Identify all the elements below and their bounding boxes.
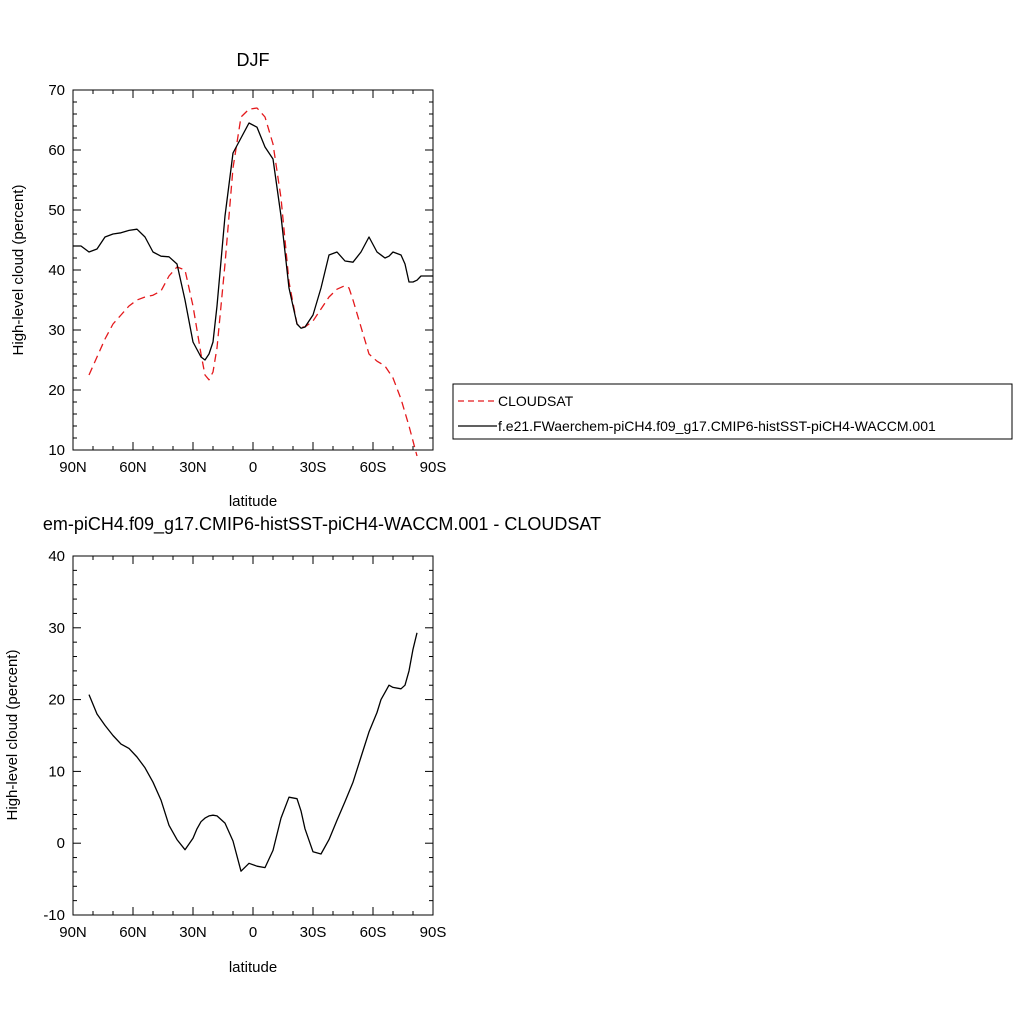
x-tick-label: 90S — [420, 924, 447, 941]
plot-frame — [72, 555, 434, 916]
y-tick-label: 20 — [48, 692, 65, 709]
y-tick-label: -10 — [43, 907, 65, 924]
y-tick-label: 30 — [48, 620, 65, 637]
legend-label-model: f.e21.FWaerchem-piCH4.f09_g17.CMIP6-hist… — [498, 418, 936, 434]
x-tick-label: 60S — [360, 459, 387, 476]
x-tick-label: 60N — [119, 924, 147, 941]
y-tick-label: 20 — [48, 382, 65, 399]
y-tick-label: 30 — [48, 322, 65, 339]
y-tick-label: 0 — [57, 835, 65, 852]
x-tick-label: 30N — [179, 459, 207, 476]
legend-box — [452, 383, 1013, 440]
y-tick-label: 50 — [48, 202, 65, 219]
x-axis-label: latitude — [229, 493, 277, 510]
x-tick-label: 90S — [420, 459, 447, 476]
y-tick-label: 70 — [48, 82, 65, 99]
x-axis-label: latitude — [229, 959, 277, 976]
y-tick-label: 40 — [48, 548, 65, 565]
legend-label-cloudsat: CLOUDSAT — [498, 393, 574, 409]
series-line-model — [88, 632, 418, 872]
x-tick-label: 60S — [360, 924, 387, 941]
plot-area: 90N 60N 30N 0 30S 60S 90S 10 20 30 40 50 60 70 — [48, 82, 446, 476]
x-tick-label: 90N — [59, 459, 87, 476]
x-tick-label: 30N — [179, 924, 207, 941]
plot-area: 90N 60N 30N 0 30S 60S 90S -10 0 10 20 30 40 — [43, 548, 446, 941]
x-tick-label: 0 — [249, 924, 257, 941]
y-axis-label: High-level cloud (percent) — [4, 650, 21, 821]
x-tick-label: 0 — [249, 459, 257, 476]
chart-title: DJF — [237, 50, 270, 70]
series-line-model — [73, 122, 433, 361]
legend: CLOUDSAT f.e21.FWaerchem-piCH4.f09_g17.C… — [452, 383, 1013, 440]
x-tick-label: 90N — [59, 924, 87, 941]
y-axis-label: High-level cloud (percent) — [10, 185, 27, 356]
y-tick-label: 10 — [48, 442, 65, 459]
y-tick-label: 10 — [48, 763, 65, 780]
y-tick-label: 60 — [48, 142, 65, 159]
top-panel: DJF latitude High-level cloud (percent) … — [10, 50, 446, 510]
x-tick-label: 30S — [300, 459, 327, 476]
y-tick-label: 40 — [48, 262, 65, 279]
plot-frame — [72, 89, 434, 451]
bottom-panel: em-piCH4.f09_g17.CMIP6-histSST-piCH4-WAC… — [4, 514, 601, 976]
chart-title: em-piCH4.f09_g17.CMIP6-histSST-piCH4-WAC… — [43, 514, 601, 535]
x-tick-label: 60N — [119, 459, 147, 476]
x-tick-label: 30S — [300, 924, 327, 941]
series-line-cloudsat — [88, 107, 418, 457]
